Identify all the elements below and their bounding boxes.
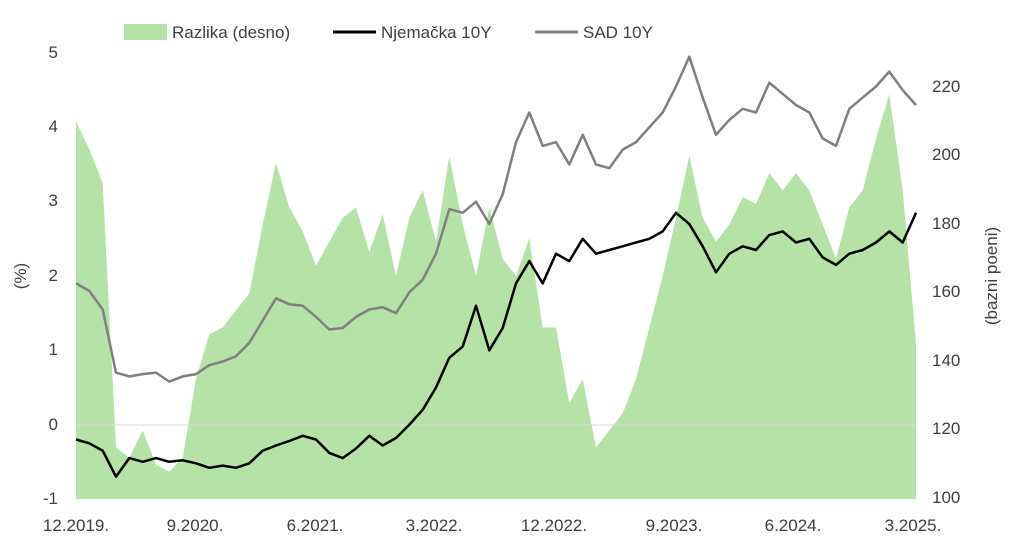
right-tick-120: 120 xyxy=(932,419,960,438)
left-tick-2: 2 xyxy=(49,266,58,285)
legend-label-razlika: Razlika (desno) xyxy=(172,23,290,42)
area-layer xyxy=(76,94,916,499)
x-tick-6-2021: 6.2021. xyxy=(287,516,344,535)
left-tick-4: 4 xyxy=(49,117,58,136)
legend: Razlika (desno) Njemačka 10Y SAD 10Y xyxy=(124,23,653,42)
left-tick-0: 0 xyxy=(49,415,58,434)
legend-swatch-razlika xyxy=(124,24,167,40)
right-tick-160: 160 xyxy=(932,282,960,301)
legend-label-sad: SAD 10Y xyxy=(583,23,653,42)
series-line-njema-ka-10y xyxy=(75,211,918,478)
right-tick-220: 220 xyxy=(932,77,960,96)
right-tick-180: 180 xyxy=(932,214,960,233)
left-tick-3: 3 xyxy=(49,191,58,210)
left-tick-5: 5 xyxy=(49,43,58,62)
left-tick-minus1: -1 xyxy=(43,489,58,508)
line-layer xyxy=(75,55,918,478)
right-tick-140: 140 xyxy=(932,351,960,370)
x-tick-6-2024: 6.2024. xyxy=(765,516,822,535)
x-tick-9-2020: 9.2020. xyxy=(167,516,224,535)
left-tick-1: 1 xyxy=(49,340,58,359)
series-area-razlika-desno xyxy=(76,94,916,499)
right-tick-100: 100 xyxy=(932,488,960,507)
x-tick-3-2022: 3.2022. xyxy=(406,516,463,535)
right-tick-200: 200 xyxy=(932,145,960,164)
x-tick-9-2023: 9.2023. xyxy=(646,516,703,535)
x-tick-12-2022: 12.2022. xyxy=(521,516,587,535)
series-line-sad-10y xyxy=(75,55,917,383)
legend-label-njemacka: Njemačka 10Y xyxy=(381,23,492,42)
right-axis-title: (bazni poeni) xyxy=(982,227,1001,325)
right-axis: 220 200 180 160 140 120 100 (bazni poeni… xyxy=(932,77,1001,507)
x-tick-12-2019: 12.2019. xyxy=(43,516,109,535)
left-axis: 5 4 3 2 1 0 -1 (%) xyxy=(11,43,58,508)
left-axis-title: (%) xyxy=(11,263,30,289)
x-tick-3-2025: 3.2025. xyxy=(885,516,942,535)
x-axis: 12.2019. 9.2020. 6.2021. 3.2022. 12.2022… xyxy=(43,516,941,535)
